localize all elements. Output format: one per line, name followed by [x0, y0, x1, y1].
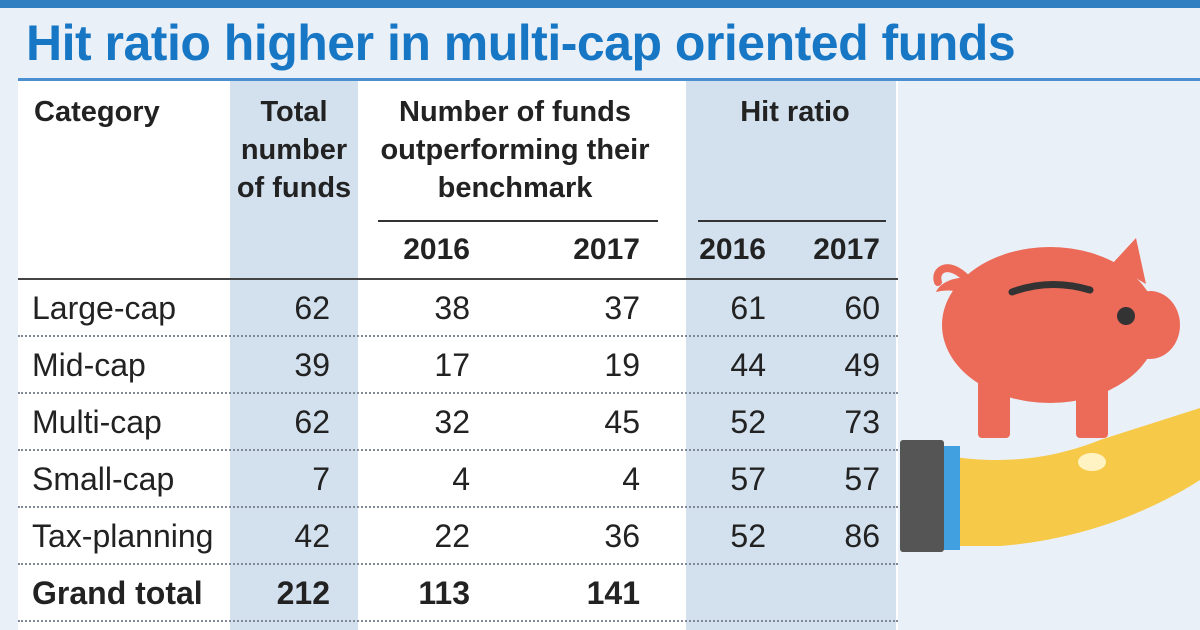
- header-hit-ratio: Hit ratio: [740, 96, 850, 128]
- title-rule: [18, 78, 1200, 81]
- header-divider: [18, 278, 898, 280]
- row-hit-ratio-2017: 73: [844, 404, 880, 440]
- row-total: 7: [312, 461, 330, 497]
- row-outperforming-2016: 4: [452, 461, 470, 497]
- header-year-hit-2016: 2016: [699, 233, 766, 266]
- row-hit-ratio-2016: 52: [730, 404, 766, 440]
- table-row: Tax-planning 42 22 36 52 86: [18, 508, 898, 565]
- header-year-outperforming-2017: 2017: [573, 233, 640, 266]
- row-outperforming-2017: 37: [604, 290, 640, 326]
- row-hit-ratio-2017: 57: [844, 461, 880, 497]
- row-hit-ratio-2017: 60: [844, 290, 880, 326]
- row-divider: [18, 392, 898, 394]
- row-outperforming-2016: 17: [434, 347, 470, 383]
- row-hit-ratio-2016: 44: [730, 347, 766, 383]
- row-outperforming-2017: 19: [604, 347, 640, 383]
- row-total: 62: [294, 290, 330, 326]
- piggy-bank-icon: [933, 238, 1180, 438]
- outperforming-group-rule: [378, 220, 658, 222]
- piggy-bank-illustration: [900, 238, 1200, 552]
- grand-total-total: 212: [276, 575, 330, 611]
- row-divider: [18, 449, 898, 451]
- row-hit-ratio-2017: 49: [844, 347, 880, 383]
- header-year-outperforming-2016: 2016: [403, 233, 470, 266]
- table-row: Small-cap 7 4 4 57 57: [18, 451, 898, 508]
- row-total: 42: [294, 518, 330, 554]
- row-hit-ratio-2016: 61: [730, 290, 766, 326]
- row-divider: [18, 506, 898, 508]
- grand-total-row: Grand total 212 113 141: [18, 565, 898, 622]
- row-category: Small-cap: [32, 461, 175, 497]
- grand-total-outperforming-2016: 113: [418, 575, 470, 611]
- table-row: Large-cap 62 38 37 61 60: [18, 280, 898, 337]
- chart-title: Hit ratio higher in multi-cap oriented f…: [26, 15, 1016, 71]
- grand-total-label: Grand total: [32, 575, 203, 611]
- row-category: Mid-cap: [32, 347, 146, 383]
- header-year-hit-2017: 2017: [813, 233, 880, 266]
- table-row: Multi-cap 62 32 45 52 73: [18, 394, 898, 451]
- row-outperforming-2016: 22: [434, 518, 470, 554]
- row-divider: [18, 620, 898, 622]
- row-category: Multi-cap: [32, 404, 162, 440]
- row-category: Tax-planning: [32, 518, 214, 554]
- row-total: 62: [294, 404, 330, 440]
- open-hand-icon: [900, 408, 1200, 552]
- row-outperforming-2017: 4: [622, 461, 640, 497]
- row-hit-ratio-2016: 57: [730, 461, 766, 497]
- top-rule: [0, 0, 1200, 8]
- hit-ratio-group-rule: [698, 220, 886, 222]
- grand-total-outperforming-2017: 141: [586, 575, 640, 611]
- row-divider: [18, 335, 898, 337]
- row-divider: [18, 563, 898, 565]
- row-hit-ratio-2017: 86: [844, 518, 880, 554]
- row-total: 39: [294, 347, 330, 383]
- row-outperforming-2017: 36: [604, 518, 640, 554]
- header-outperforming: Number of funds outperforming their benc…: [380, 96, 650, 204]
- total-column-shade: [230, 81, 358, 630]
- header-total-funds: Total number of funds: [236, 96, 352, 204]
- row-category: Large-cap: [32, 290, 177, 326]
- row-outperforming-2017: 45: [604, 404, 640, 440]
- row-hit-ratio-2016: 52: [730, 518, 766, 554]
- header-category: Category: [34, 96, 160, 128]
- row-outperforming-2016: 38: [434, 290, 470, 326]
- hit-ratio-column-shade: [686, 81, 896, 630]
- row-outperforming-2016: 32: [434, 404, 470, 440]
- table-row: Mid-cap 39 17 19 44 49: [18, 337, 898, 394]
